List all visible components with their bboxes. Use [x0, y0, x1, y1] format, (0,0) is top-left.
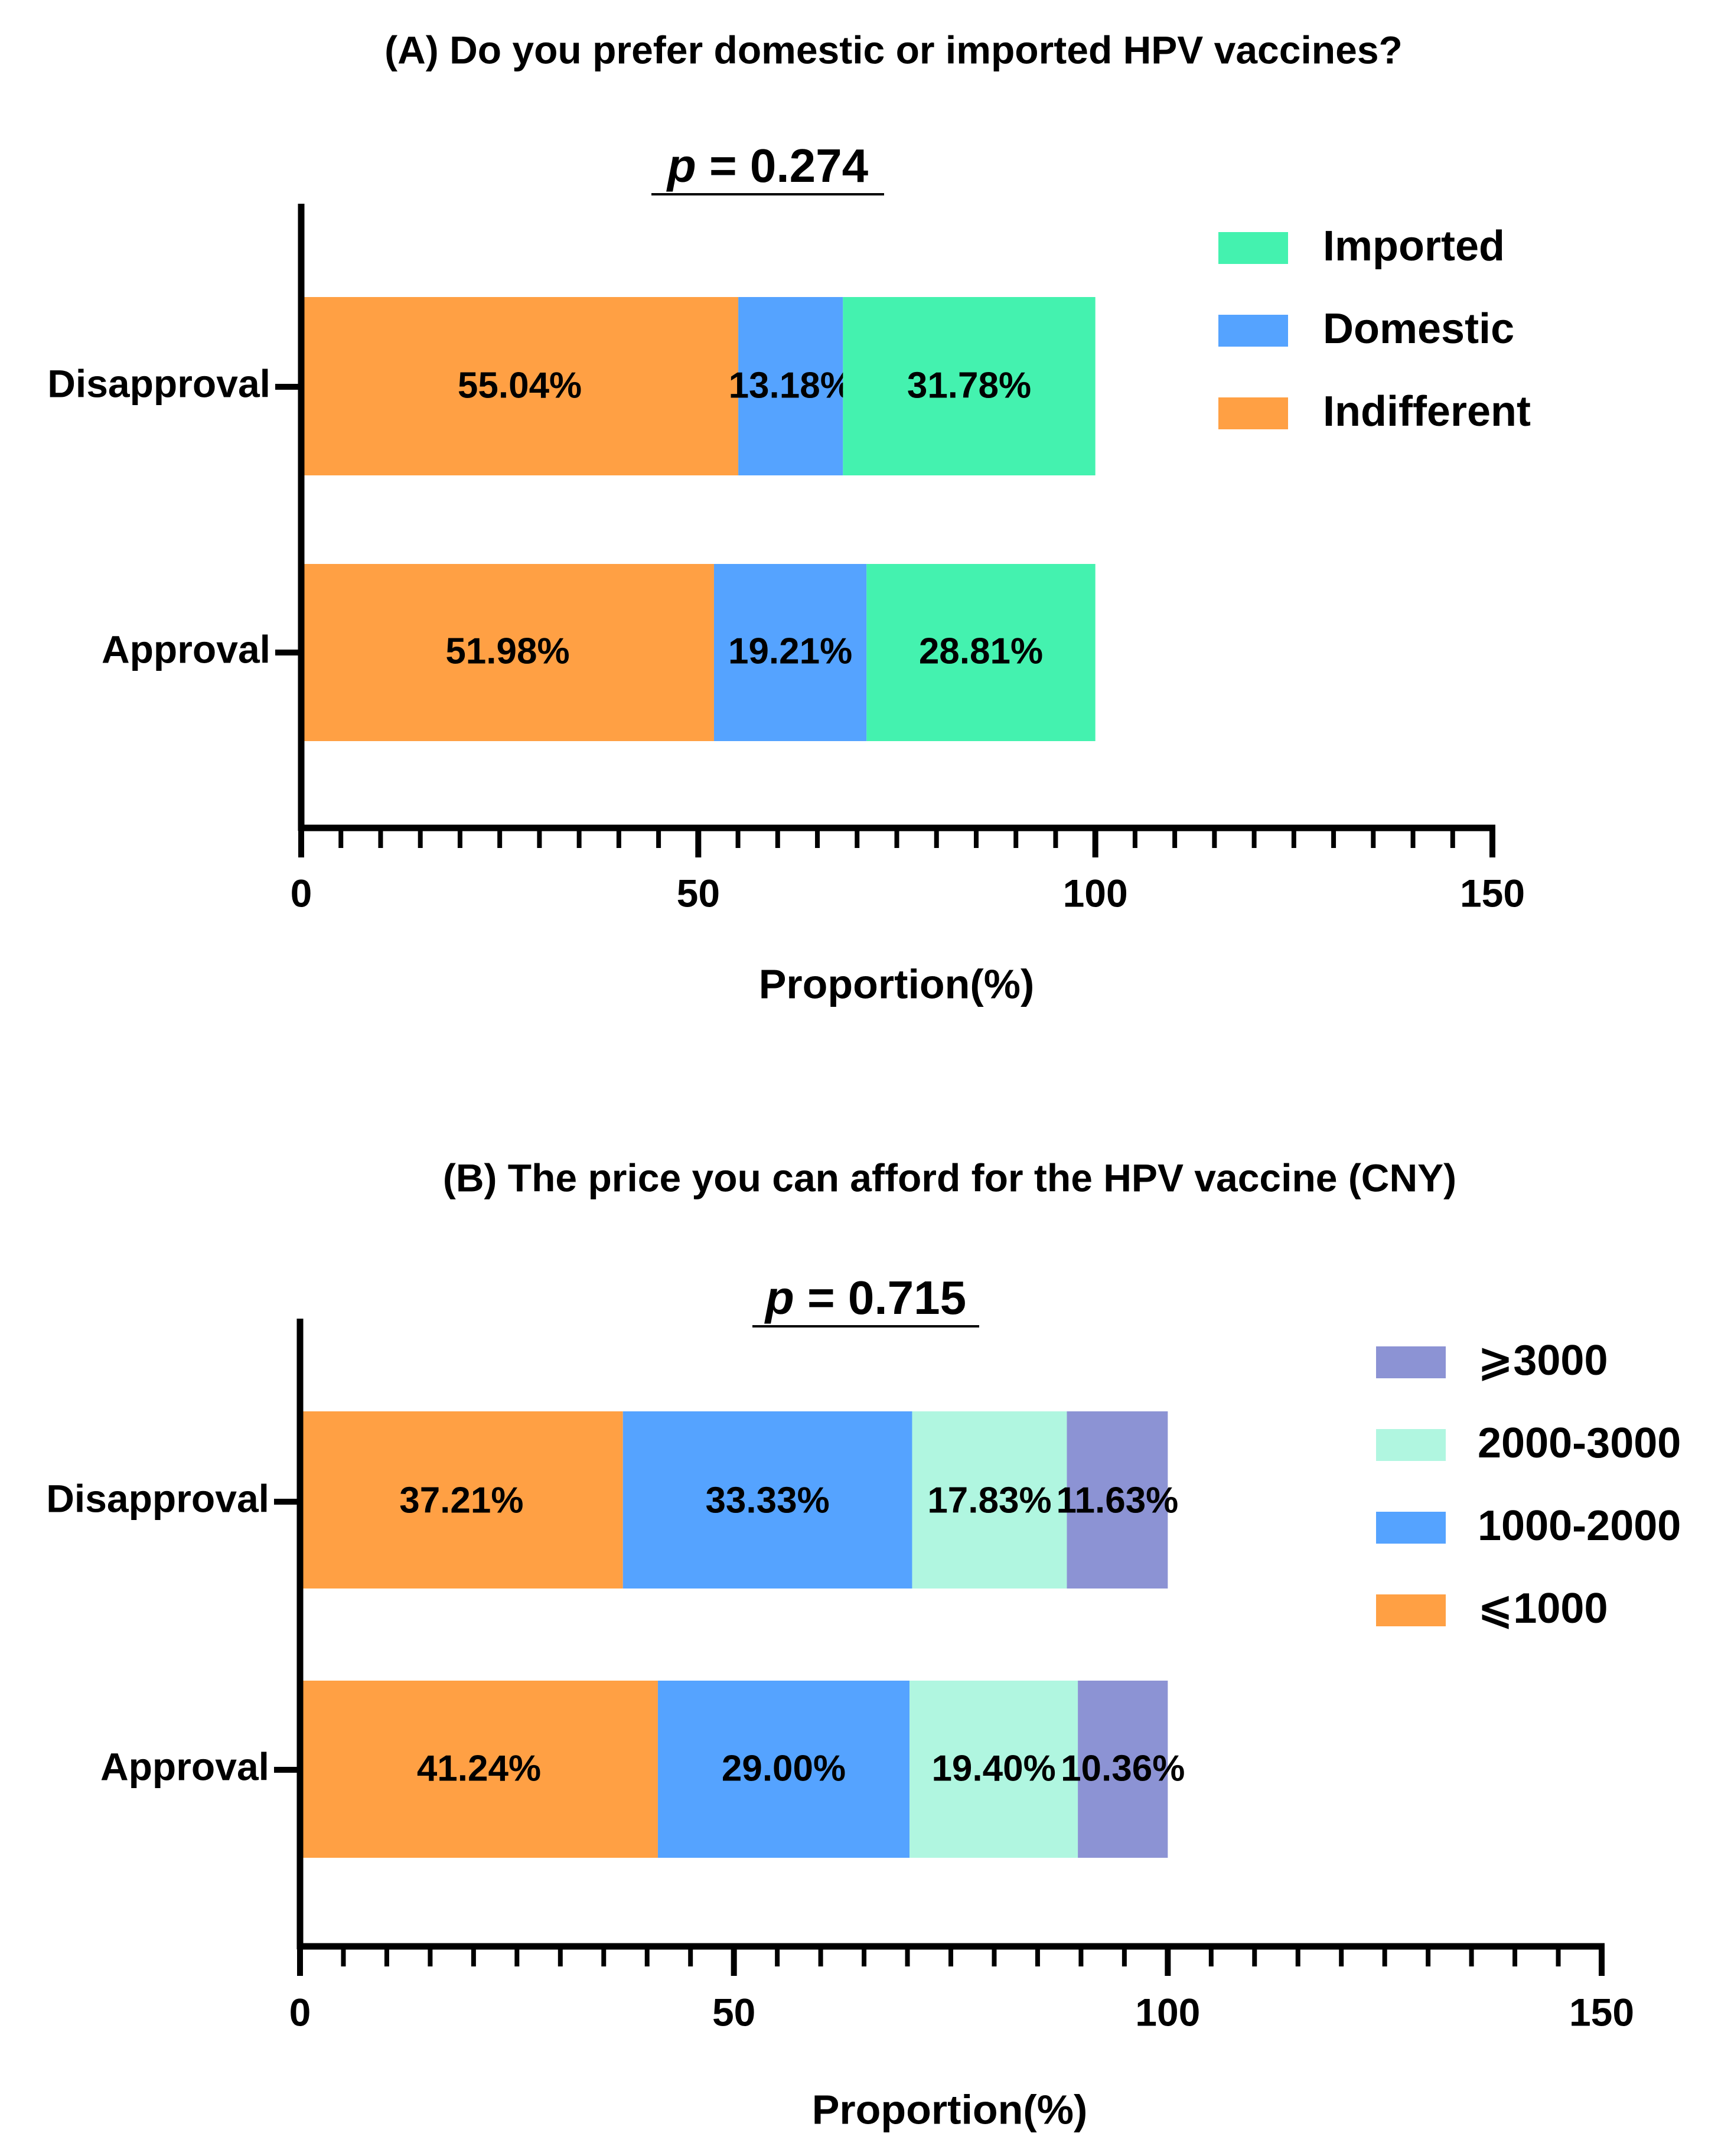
chart-a-legend-label-indifferent: Indifferent	[1323, 388, 1531, 435]
chart-a-x-tick-label-150: 150	[1460, 871, 1525, 915]
chart-a-data-label-disapproval-imported: 31.78%	[907, 365, 1031, 406]
chart-b-p-value: p = 0.715	[764, 1271, 966, 1324]
chart-b-x-tick-label-100: 100	[1135, 1990, 1200, 2034]
chart-a-y-label-approval: Approval	[102, 627, 270, 671]
chart-b-x-tick-label-50: 50	[712, 1990, 755, 2034]
chart-a-bar-disapproval-indifferent	[301, 297, 739, 475]
chart-b-data-label-approval-le-1000: 41.24%	[417, 1748, 541, 1789]
chart-b-legend-swatch-2000-3000	[1376, 1429, 1446, 1461]
chart-a-legend-label-domestic: Domestic	[1323, 305, 1514, 353]
chart-b-bar-approval-le-1000	[300, 1681, 658, 1858]
chart-a-x-tick-label-0: 0	[291, 871, 312, 915]
chart-b-title: (B) The price you can afford for the HPV…	[443, 1156, 1456, 1199]
chart-b-p-number: = 0.715	[794, 1271, 966, 1324]
chart-b-legend-label-le-1000: ⩽1000	[1478, 1585, 1608, 1632]
chart-b-bar-approval-2000-3000	[909, 1681, 1078, 1858]
chart-a-legend-label-imported: Imported	[1323, 223, 1505, 270]
chart-a-bar-approval-indifferent	[301, 564, 714, 741]
chart-b-data-label-disapproval-1000-2000: 33.33%	[705, 1480, 829, 1521]
chart-a-p-symbol: p	[666, 139, 696, 192]
chart-a-bar-disapproval-domestic	[738, 297, 843, 475]
chart-a-data-label-disapproval-domestic: 13.18%	[729, 365, 853, 406]
chart-a-bar-approval-imported	[866, 564, 1096, 741]
chart-b-x-tick-label-150: 150	[1569, 1990, 1634, 2034]
chart-a-p-number: = 0.274	[696, 139, 869, 192]
chart-b-legend-swatch-le-1000	[1376, 1594, 1446, 1626]
chart-b-p-symbol: p	[764, 1271, 794, 1324]
chart-b-y-label-disapproval: Disapproval	[46, 1476, 269, 1520]
chart-a-data-label-approval-domestic: 19.21%	[728, 631, 852, 671]
chart-b-data-label-approval-1000-2000: 29.00%	[722, 1748, 846, 1789]
chart-a-x-tick-label-50: 50	[677, 871, 720, 915]
chart-b-x-tick-label-0: 0	[289, 1990, 311, 2034]
chart-a-legend-swatch-indifferent	[1218, 397, 1288, 429]
chart-b-legend-swatch-1000-2000	[1376, 1512, 1446, 1544]
chart-b-data-label-disapproval-2000-3000: 17.83%	[927, 1480, 1051, 1521]
chart-b-data-label-disapproval-ge-3000: 11.63%	[1056, 1480, 1178, 1521]
chart-a-y-label-disapproval: Disapproval	[47, 361, 270, 405]
chart-b-legend-label-1000-2000: 1000-2000	[1478, 1502, 1681, 1550]
chart-a-x-axis-label: Proportion(%)	[759, 961, 1035, 1007]
chart-b-x-axis-label: Proportion(%)	[812, 2086, 1088, 2132]
chart-b-legend-swatch-ge-3000	[1376, 1346, 1446, 1378]
chart-a-data-label-approval-imported: 28.81%	[919, 631, 1043, 671]
chart-a-x-tick-label-100: 100	[1063, 871, 1128, 915]
chart-a-bar-disapproval-imported	[843, 297, 1096, 475]
chart-a-legend-swatch-domestic	[1218, 315, 1288, 347]
chart-b-data-label-approval-ge-3000: 10.36%	[1061, 1748, 1185, 1789]
chart-b-bar-disapproval-2000-3000	[912, 1411, 1067, 1589]
chart-b-bar-disapproval-ge-3000	[1067, 1411, 1168, 1589]
chart-a-title: (A) Do you prefer domestic or imported H…	[384, 28, 1403, 71]
chart-b-bar-approval-1000-2000	[657, 1681, 910, 1858]
chart-b-bar-disapproval-le-1000	[300, 1411, 623, 1589]
chart-a-p-value: p = 0.274	[666, 139, 869, 192]
chart-b: (B) The price you can afford for the HPV…	[46, 1156, 1681, 2132]
chart-b-bar-approval-ge-3000	[1078, 1681, 1168, 1858]
chart-a-data-label-disapproval-indifferent: 55.04%	[458, 365, 582, 406]
chart-a-data-label-approval-indifferent: 51.98%	[445, 631, 569, 671]
chart-b-data-label-approval-2000-3000: 19.40%	[931, 1748, 1055, 1789]
chart-b-y-label-approval: Approval	[100, 1744, 269, 1788]
chart-b-legend-label-2000-3000: 2000-3000	[1478, 1420, 1681, 1467]
chart-b-legend-label-ge-3000: ⩾3000	[1478, 1337, 1608, 1384]
chart-b-bar-disapproval-1000-2000	[622, 1411, 912, 1589]
chart-a-bar-approval-domestic	[713, 564, 867, 741]
chart-a: (A) Do you prefer domestic or imported H…	[47, 28, 1531, 1007]
chart-a-legend-swatch-imported	[1218, 232, 1288, 264]
chart-b-data-label-disapproval-le-1000: 37.21%	[399, 1480, 523, 1521]
